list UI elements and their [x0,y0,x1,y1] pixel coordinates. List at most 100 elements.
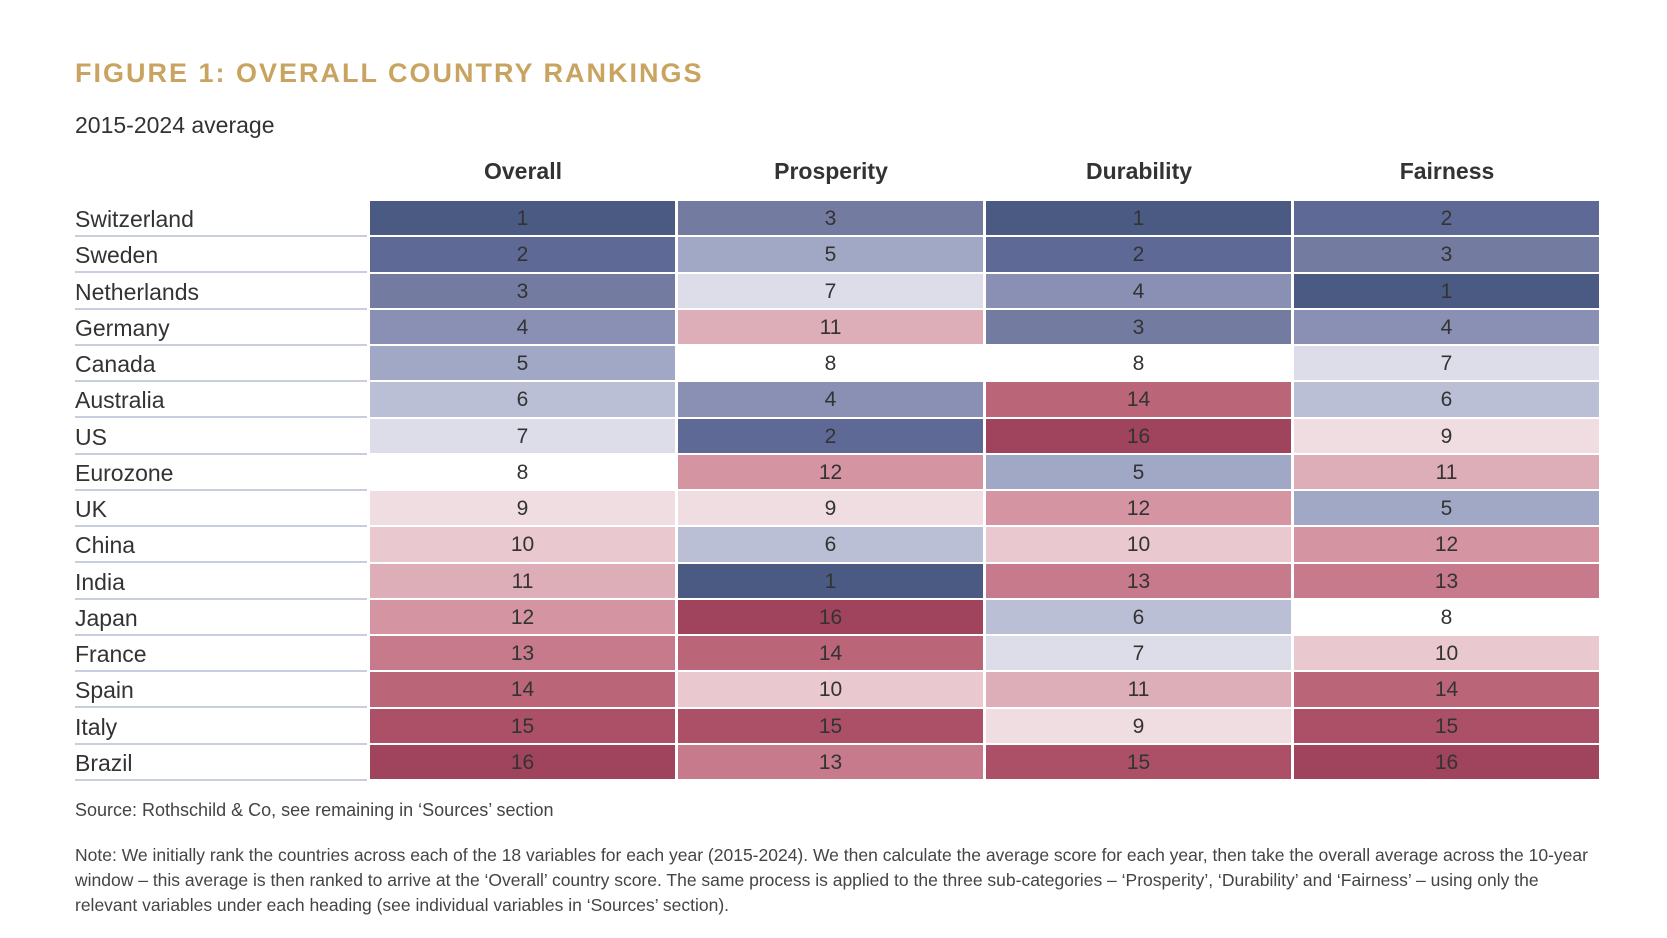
heatmap-cell-durability: 15 [986,744,1291,779]
country-label: Australia [75,382,367,419]
country-label: Netherlands [75,274,367,310]
country-label: Eurozone [75,455,367,491]
heatmap-cell-fairness: 7 [1294,346,1599,381]
heatmap-cell-overall: 15 [370,708,675,743]
column-header-fairness: Fairness [1399,158,1495,184]
heatmap-cell-overall: 13 [370,636,675,671]
heatmap-cell-prosperity: 16 [678,599,983,634]
country-label: Italy [75,709,367,745]
heatmap-cell-prosperity: 7 [678,273,983,308]
country-label: Sweden [75,237,367,274]
table-row: Switzerland 1 3 1 2 [75,201,1602,237]
heatmap-cell-overall: 11 [370,563,675,598]
heatmap-cell-fairness: 2 [1294,201,1599,236]
heatmap-cell-durability: 4 [986,273,1291,308]
table-row: Italy 15 15 9 15 [75,708,1602,745]
heatmap-cell-fairness: 11 [1294,454,1599,489]
heatmap-cell-overall: 3 [370,273,675,308]
methodology-note: Note: We initially rank the countries ac… [75,845,1588,915]
heatmap-cell-prosperity: 3 [678,201,983,236]
heatmap-cell-overall: 8 [370,454,675,489]
heatmap-cell-overall: 6 [370,382,675,417]
heatmap-cell-fairness: 16 [1294,744,1599,779]
country-label: Japan [75,600,367,636]
heatmap-cell-overall: 2 [370,237,675,272]
heatmap-cell-fairness: 10 [1294,636,1599,671]
table-row: US 7 2 16 9 [75,418,1602,455]
column-header-durability: Durability [1085,158,1193,184]
table-row: China 10 6 10 12 [75,527,1602,564]
table-row: Canada 5 8 8 7 [75,346,1602,382]
heatmap-cell-overall: 10 [370,527,675,562]
country-label: France [75,636,367,672]
heatmap-cell-overall: 7 [370,418,675,453]
heatmap-cell-fairness: 12 [1294,527,1599,562]
heatmap-cell-prosperity: 11 [678,309,983,344]
country-label: Switzerland [75,201,367,237]
table-row: France 13 14 7 10 [75,636,1602,672]
country-label: China [75,527,367,564]
heatmap-cell-overall: 5 [370,346,675,381]
table-row: Netherlands 3 7 4 1 [75,273,1602,310]
heatmap-cell-prosperity: 15 [678,708,983,743]
heatmap-cell-prosperity: 5 [678,237,983,272]
heatmap-cell-fairness: 8 [1294,599,1599,634]
table-row: Spain 14 10 11 14 [75,672,1602,709]
table-row: Sweden 2 5 2 3 [75,237,1602,274]
table-row: Brazil 16 13 15 16 [75,744,1602,781]
country-label: US [75,419,367,455]
heatmap-cell-prosperity: 2 [678,418,983,453]
heatmap-cell-durability: 16 [986,418,1291,453]
heatmap-cell-durability: 11 [986,672,1291,707]
heatmap-cell-fairness: 13 [1294,563,1599,598]
heatmap-cell-fairness: 9 [1294,418,1599,453]
heatmap-cell-prosperity: 12 [678,454,983,489]
heatmap-cell-prosperity: 13 [678,744,983,779]
heatmap-cell-durability: 2 [986,237,1291,272]
table-row: UK 9 9 12 5 [75,491,1602,527]
heatmap-table: Switzerland 1 3 1 2 Sweden 2 5 2 3 Netherlands 3 7 4 1… [75,201,1602,781]
heatmap-cell-durability: 12 [986,491,1291,526]
table-row: India 11 1 13 13 [75,563,1602,600]
source-note: Source: Rothschild & Co, see remaining i… [75,800,554,820]
figure-title: FIGURE 1: OVERALL COUNTRY RANKINGS [75,58,704,88]
heatmap-cell-durability: 5 [986,454,1291,489]
table-row: Australia 6 4 14 6 [75,382,1602,419]
heatmap-cell-fairness: 1 [1294,273,1599,308]
column-header-prosperity: Prosperity [774,158,888,184]
heatmap-cell-prosperity: 9 [678,491,983,526]
heatmap-cell-durability: 10 [986,527,1291,562]
country-label: Brazil [75,745,367,781]
heatmap-cell-overall: 14 [370,672,675,707]
heatmap-cell-durability: 9 [986,708,1291,743]
column-headers: Overall Prosperity Durability Fairness [370,158,1602,192]
heatmap-cell-durability: 14 [986,382,1291,417]
heatmap-cell-overall: 1 [370,201,675,236]
heatmap-cell-prosperity: 10 [678,672,983,707]
heatmap-cell-durability: 1 [986,201,1291,236]
country-label: Spain [75,672,367,709]
figure-subtitle: 2015-2024 average [75,112,275,138]
heatmap-cell-fairness: 4 [1294,309,1599,344]
table-row: Japan 12 16 6 8 [75,599,1602,636]
country-label: India [75,564,367,600]
heatmap-cell-overall: 16 [370,744,675,779]
heatmap-cell-durability: 3 [986,309,1291,344]
country-label: Germany [75,310,367,346]
heatmap-cell-fairness: 3 [1294,237,1599,272]
heatmap-cell-overall: 9 [370,491,675,526]
table-row: Germany 4 11 3 4 [75,309,1602,346]
heatmap-cell-fairness: 6 [1294,382,1599,417]
heatmap-cell-prosperity: 6 [678,527,983,562]
heatmap-cell-fairness: 14 [1294,672,1599,707]
heatmap-cell-durability: 8 [986,346,1291,381]
heatmap-cell-durability: 13 [986,563,1291,598]
heatmap-cell-durability: 7 [986,636,1291,671]
heatmap-cell-prosperity: 1 [678,563,983,598]
heatmap-cell-prosperity: 4 [678,382,983,417]
country-label: Canada [75,346,367,382]
heatmap-cell-overall: 4 [370,309,675,344]
heatmap-cell-fairness: 15 [1294,708,1599,743]
heatmap-cell-durability: 6 [986,599,1291,634]
heatmap-cell-prosperity: 14 [678,636,983,671]
